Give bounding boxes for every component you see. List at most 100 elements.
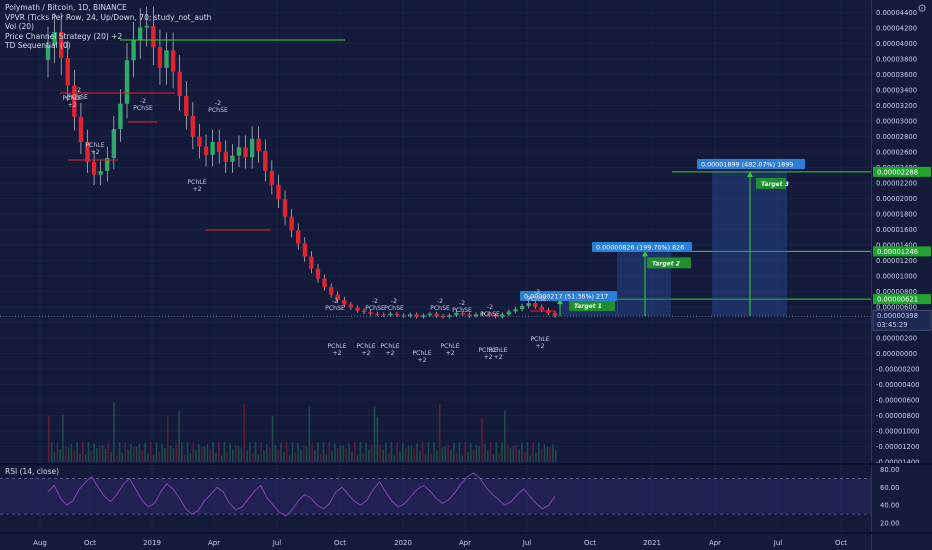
chart-legend: Polymath / Bitcoin, 1D, BINANCE VPVR (Ti… xyxy=(5,3,211,51)
target-price-label: 0.00002288 xyxy=(877,168,918,176)
pchse-label: PChSE xyxy=(208,107,228,114)
volume-bar xyxy=(223,442,226,462)
candle-body xyxy=(269,170,275,185)
rsi-legend[interactable]: RSI (14, close) xyxy=(5,467,60,476)
volume-bar xyxy=(305,446,308,462)
volume-bar xyxy=(121,452,124,462)
price-tick-label: 0.00003000 xyxy=(876,118,917,126)
candle-body xyxy=(513,309,518,312)
time-tick-label: Apr xyxy=(709,539,721,547)
target-badge xyxy=(647,257,691,269)
pchle-tag: +2 xyxy=(67,102,76,109)
volume-bar xyxy=(198,444,200,462)
time-tick-label: Aug xyxy=(33,539,47,547)
pchle-label: PChLE xyxy=(327,343,346,350)
candle-body xyxy=(427,313,433,316)
volume-bar xyxy=(314,450,316,462)
volume-bar xyxy=(268,447,271,462)
candle-body xyxy=(52,32,57,45)
volume-bar xyxy=(521,443,523,462)
volume-bar xyxy=(169,445,172,462)
volume-bar xyxy=(523,452,526,462)
volume-bar xyxy=(237,445,240,462)
candle-body xyxy=(157,47,163,68)
volume-bar xyxy=(351,451,353,462)
volume-bar xyxy=(416,443,418,462)
volume-bar xyxy=(470,443,472,462)
volume-bar xyxy=(277,448,280,462)
current-price-tag xyxy=(872,309,932,331)
indicator-price-channel[interactable]: Price Channel Strategy (20) +2 xyxy=(5,31,123,41)
volume-bar xyxy=(141,449,144,462)
candle-body xyxy=(65,57,70,86)
candle-body xyxy=(197,136,202,147)
gear-icon[interactable]: ⚙ xyxy=(917,2,927,15)
volume-bar xyxy=(59,449,61,462)
volume-bar xyxy=(161,443,163,462)
candle-body xyxy=(473,314,479,317)
rsi-tick-label: 20.00 xyxy=(880,520,899,528)
pchle-label: PChLE xyxy=(530,336,549,343)
target-price-tag xyxy=(873,166,931,177)
pchse-label: PChSE xyxy=(480,311,500,318)
target-badge xyxy=(569,300,615,312)
volume-bar xyxy=(518,448,520,462)
pchle-tag: +2 xyxy=(332,350,341,357)
candle-body xyxy=(361,310,367,313)
candle-body xyxy=(539,306,545,310)
pchse-tag: -2 xyxy=(391,298,397,305)
target-badge-text: Target 2 xyxy=(652,260,680,267)
rsi-tick-label: 40.00 xyxy=(880,502,899,510)
candle-body xyxy=(289,216,294,231)
pchle-label: PChLE xyxy=(412,350,431,357)
candle-body xyxy=(552,312,558,317)
candle-body xyxy=(105,157,110,171)
volume-bar xyxy=(311,444,314,462)
candle-body xyxy=(407,314,413,317)
volume-bar xyxy=(113,402,115,462)
candle-body xyxy=(335,294,340,300)
volume-bar xyxy=(280,443,282,462)
candle-body xyxy=(131,40,136,61)
volume-bar xyxy=(138,444,141,462)
indicator-vol[interactable]: Vol (20) xyxy=(5,22,35,31)
volume-bar xyxy=(509,447,512,462)
pane-separator-rsi[interactable] xyxy=(0,463,932,465)
volume-bar xyxy=(152,455,155,462)
volume-bar xyxy=(379,444,381,462)
candle-body xyxy=(506,311,512,315)
volume-bar xyxy=(101,445,104,462)
symbol-title[interactable]: Polymath / Bitcoin, 1D, BINANCE xyxy=(5,3,127,12)
candle-body xyxy=(276,184,281,200)
candle-body xyxy=(243,147,248,158)
pchse-tag: -2 xyxy=(332,298,338,305)
rsi-tick-label: 60.00 xyxy=(880,484,899,492)
volume-bar xyxy=(427,442,430,462)
volume-bar xyxy=(217,442,220,462)
volume-bar xyxy=(203,446,206,462)
pchle-tag: +2 xyxy=(385,350,394,357)
indicator-td-sequential[interactable]: TD Sequential (0) xyxy=(5,41,71,50)
candle-body xyxy=(381,314,387,316)
pchse-label: PChSE xyxy=(452,307,472,314)
volume-bar xyxy=(385,442,387,462)
indicator-vpvr[interactable]: VPVR (Ticks Per Row, 24, Up/Down, 70; st… xyxy=(5,12,212,22)
volume-bar xyxy=(543,444,546,462)
volume-bar xyxy=(336,447,339,462)
candle-body xyxy=(91,161,97,175)
pchse-tag: -2 xyxy=(372,298,378,305)
volume-bar xyxy=(226,452,229,462)
pchse-tag: -2 xyxy=(459,300,465,307)
volume-bar xyxy=(441,447,444,462)
volume-bar xyxy=(455,452,458,462)
pchle-tag: +2 xyxy=(90,149,99,156)
candle-body xyxy=(151,25,156,48)
volume-bar xyxy=(472,448,475,462)
volume-bar xyxy=(96,447,98,462)
volume-bar xyxy=(132,446,135,462)
price-tick-label: -0.00000200 xyxy=(876,366,920,374)
volume-bar xyxy=(390,442,393,462)
volume-bar xyxy=(365,442,367,462)
candle-body xyxy=(388,313,393,316)
